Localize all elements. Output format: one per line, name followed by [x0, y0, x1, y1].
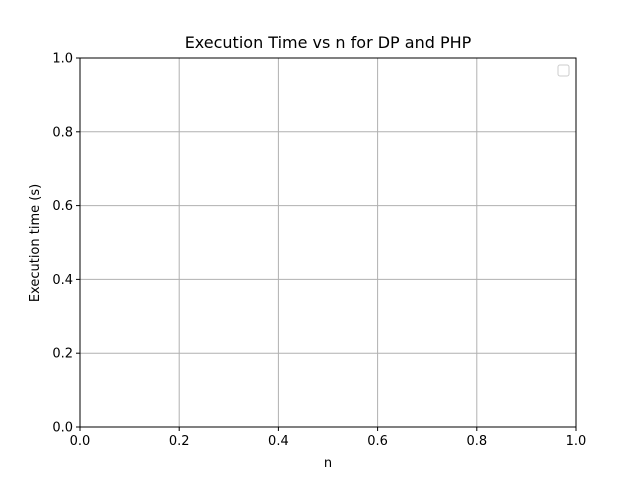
x-tick-label: 0.4 — [268, 434, 289, 449]
plot-area — [80, 58, 576, 427]
y-tick-label: 0.4 — [52, 273, 73, 288]
legend — [557, 64, 570, 77]
y-tick-label: 0.2 — [52, 347, 73, 362]
y-tick-label: 1.0 — [52, 52, 73, 67]
x-tick-label: 1.0 — [566, 434, 587, 449]
chart-title: Execution Time vs n for DP and PHP — [185, 33, 472, 52]
y-tick-label: 0.6 — [52, 199, 73, 214]
x-tick-label: 0.0 — [70, 434, 91, 449]
x-tick-label: 0.2 — [169, 434, 190, 449]
axes-frame — [79, 57, 577, 428]
x-axis-label: n — [324, 456, 332, 471]
y-axis-label: Execution time (s) — [28, 184, 43, 302]
x-tick-label: 0.6 — [367, 434, 388, 449]
grid-lines — [79, 57, 577, 428]
x-tick-label: 0.8 — [466, 434, 487, 449]
legend-box — [557, 64, 570, 77]
ticks: 0.0 0.2 0.4 0.6 0.8 1.0 0.0 0.2 0.4 0.6 0.8 1.0 — [52, 52, 586, 450]
y-tick-label: 0.8 — [52, 125, 73, 140]
y-tick-label: 0.0 — [52, 421, 73, 436]
